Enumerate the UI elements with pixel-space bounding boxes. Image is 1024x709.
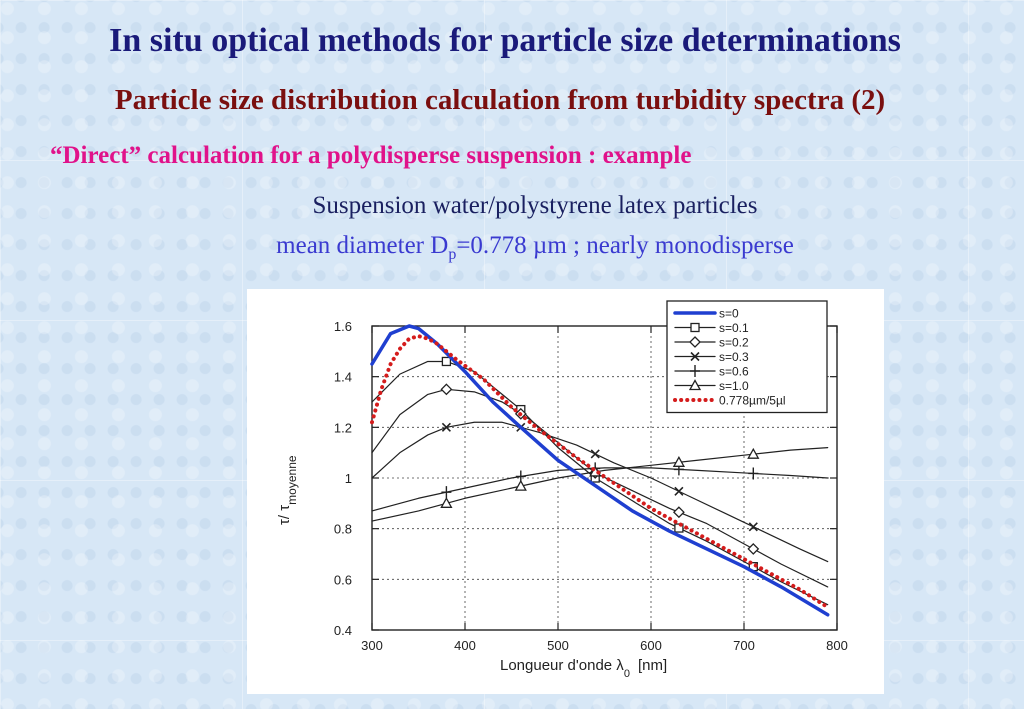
x-tick-label: 700 [733, 638, 755, 653]
legend-label: s=0.3 [719, 350, 749, 364]
series-layer [370, 324, 830, 617]
x-axis-label-main: Longueur d'onde λ [500, 657, 624, 674]
series-marker [514, 479, 527, 491]
x-tick-label: 300 [361, 638, 383, 653]
series-marker [674, 486, 684, 496]
legend-marker [688, 379, 702, 391]
legend-item: 0.778µm/5µl [673, 394, 786, 408]
series-line [371, 360, 829, 606]
legend-item: s=1.0 [674, 379, 749, 393]
y-axis-label-main: τ/ τ [276, 505, 293, 525]
legend-label: s=0.6 [719, 365, 749, 379]
series-5 [371, 447, 829, 522]
legend-marker [689, 336, 701, 348]
series-marker [748, 467, 759, 480]
x-tick-label: 500 [547, 638, 569, 653]
chart-legend: s=0s=0.1s=0.2s=0.3s=0.6s=1.00.778µm/5µl [666, 300, 828, 414]
legend-label: s=1.0 [719, 379, 749, 393]
chart-figure: 300 400 500 600 700 800 0.4 0.6 0.8 1 1.2 1.4 1.6 s=… [247, 289, 884, 694]
series-marker [441, 422, 451, 432]
y-tick-label: 0.8 [334, 522, 352, 537]
legend-label: s=0.2 [719, 336, 749, 350]
series-marker [440, 496, 453, 508]
slide-subtitle: Particle size distribution calculation f… [114, 84, 886, 116]
y-tick-label: 0.4 [334, 623, 352, 638]
y-axis-label-sub: moyenne [285, 455, 299, 505]
legend-marker [690, 365, 700, 377]
series-marker [440, 383, 453, 396]
series-line [371, 421, 829, 563]
series-line [371, 447, 829, 522]
x-tick-label: 600 [640, 638, 662, 653]
y-tick-label: 1.6 [334, 319, 352, 334]
y-tick-label: 1 [345, 471, 352, 486]
mean-suffix: =0.778 µm ; nearly monodisperse [456, 232, 794, 259]
slide-title: In situ optical methods for particle siz… [109, 22, 901, 59]
legend-item: s=0.6 [674, 365, 749, 379]
series-marker [590, 449, 600, 459]
mean-diameter-line: mean diameter Dp=0.778 µm ; nearly monod… [0, 232, 1024, 264]
x-tick-label: 400 [454, 638, 476, 653]
series-marker [748, 522, 758, 532]
example-heading: “Direct” calculation for a polydisperse … [50, 142, 692, 169]
y-tick-label: 1.4 [334, 370, 352, 385]
series-marker [747, 447, 760, 459]
series-6 [370, 334, 830, 610]
series-marker [747, 543, 760, 555]
x-tick-label: 800 [826, 638, 848, 653]
series-marker [441, 486, 452, 499]
tick-layer: 300 400 500 600 700 800 0.4 0.6 0.8 1 1.2 1.4 1.6 [334, 319, 848, 653]
turbidity-chart: 300 400 500 600 700 800 0.4 0.6 0.8 1 1.2 1.4 1.6 s=… [276, 300, 848, 680]
series-3 [371, 421, 829, 563]
series-0 [370, 324, 830, 617]
series-marker [441, 356, 452, 367]
legend-marker [690, 322, 700, 333]
legend-item: s=0 [673, 307, 739, 321]
series-2 [371, 383, 829, 588]
legend-label: s=0 [719, 307, 739, 321]
legend-label: 0.778µm/5µl [719, 394, 786, 408]
y-tick-label: 0.6 [334, 572, 352, 587]
mean-subscript: p [448, 246, 457, 263]
x-axis-label-sub: 0 [624, 668, 630, 680]
y-axis-label-group: τ/ τmoyenne [276, 455, 299, 525]
y-axis-label: τ/ τmoyenne [276, 455, 299, 525]
y-tick-label: 1.2 [334, 420, 352, 435]
legend-marker [690, 351, 700, 362]
series-line [370, 324, 830, 617]
legend-item: s=0.1 [674, 321, 749, 335]
legend-item: s=0.2 [674, 336, 749, 350]
series-marker [672, 455, 686, 467]
mean-prefix: mean diameter D [276, 232, 449, 259]
series-marker [672, 506, 685, 519]
legend-item: s=0.3 [674, 350, 749, 364]
series-line [370, 334, 830, 610]
x-axis-label: Longueur d'onde λ0 [nm] [500, 657, 667, 680]
suspension-description: Suspension water/polystyrene latex parti… [312, 192, 758, 219]
x-axis-label-unit: [nm] [638, 657, 667, 674]
legend-label: s=0.1 [719, 321, 749, 335]
